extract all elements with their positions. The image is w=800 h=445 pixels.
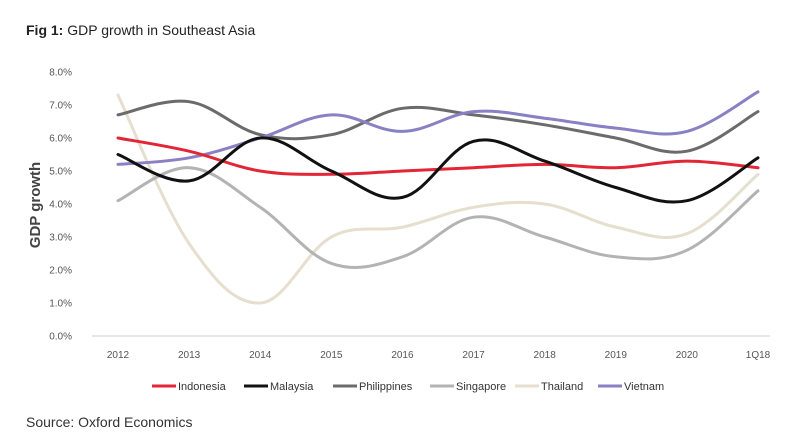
source-note: Source: Oxford Economics — [26, 414, 193, 430]
x-tick-label: 2019 — [605, 350, 628, 361]
x-axis-ticks: 2012 2013 2014 2015 2016 2017 2018 2019 2020 1Q18 — [107, 350, 771, 361]
legend-label-philippines: Philippines — [359, 381, 413, 393]
x-tick-label: 2012 — [107, 350, 130, 361]
y-tick-label: 7.0% — [49, 101, 72, 112]
y-tick-label: 3.0% — [49, 233, 72, 244]
x-tick-label: 2017 — [462, 350, 485, 361]
series-lines — [116, 90, 760, 305]
legend-label-singapore: Singapore — [456, 381, 506, 393]
x-tick-label: 2020 — [676, 350, 699, 361]
x-tick-label: 2016 — [391, 350, 414, 361]
y-tick-label: 6.0% — [49, 134, 72, 145]
y-tick-label: 1.0% — [49, 299, 72, 310]
series-line-malaysia — [116, 136, 760, 204]
legend-label-thailand: Thailand — [541, 381, 583, 393]
series-line-singapore — [116, 166, 760, 269]
x-tick-label: 2018 — [534, 350, 557, 361]
legend: Indonesia Malaysia Philippines Singapore Tha… — [152, 381, 664, 393]
legend-label-indonesia: Indonesia — [178, 381, 227, 393]
x-tick-label: 2014 — [249, 350, 272, 361]
series-line-vietnam — [116, 90, 760, 166]
x-tick-label: 1Q18 — [746, 350, 771, 361]
series-line-philippines — [116, 99, 760, 154]
legend-label-malaysia: Malaysia — [270, 381, 314, 393]
y-tick-label: 5.0% — [49, 167, 72, 178]
x-tick-label: 2015 — [320, 350, 343, 361]
series-line-thailand — [116, 93, 760, 305]
y-axis-label-group: GDP growth — [27, 162, 44, 248]
figure-title-text: GDP growth in Southeast Asia — [67, 22, 256, 38]
figure-label: Fig 1: — [26, 22, 64, 38]
y-tick-label: 0.0% — [49, 332, 72, 343]
y-tick-label: 4.0% — [49, 200, 72, 211]
y-tick-label: 8.0% — [49, 68, 72, 79]
y-axis-label: GDP growth — [27, 162, 44, 248]
y-axis-ticks: 0.0% 1.0% 2.0% 3.0% 4.0% 5.0% 6.0% 7.0% 8.0% — [49, 68, 72, 343]
legend-label-vietnam: Vietnam — [624, 381, 664, 393]
y-tick-label: 2.0% — [49, 266, 72, 277]
x-tick-label: 2013 — [178, 350, 201, 361]
figure-title: Fig 1: GDP growth in Southeast Asia — [26, 22, 255, 38]
